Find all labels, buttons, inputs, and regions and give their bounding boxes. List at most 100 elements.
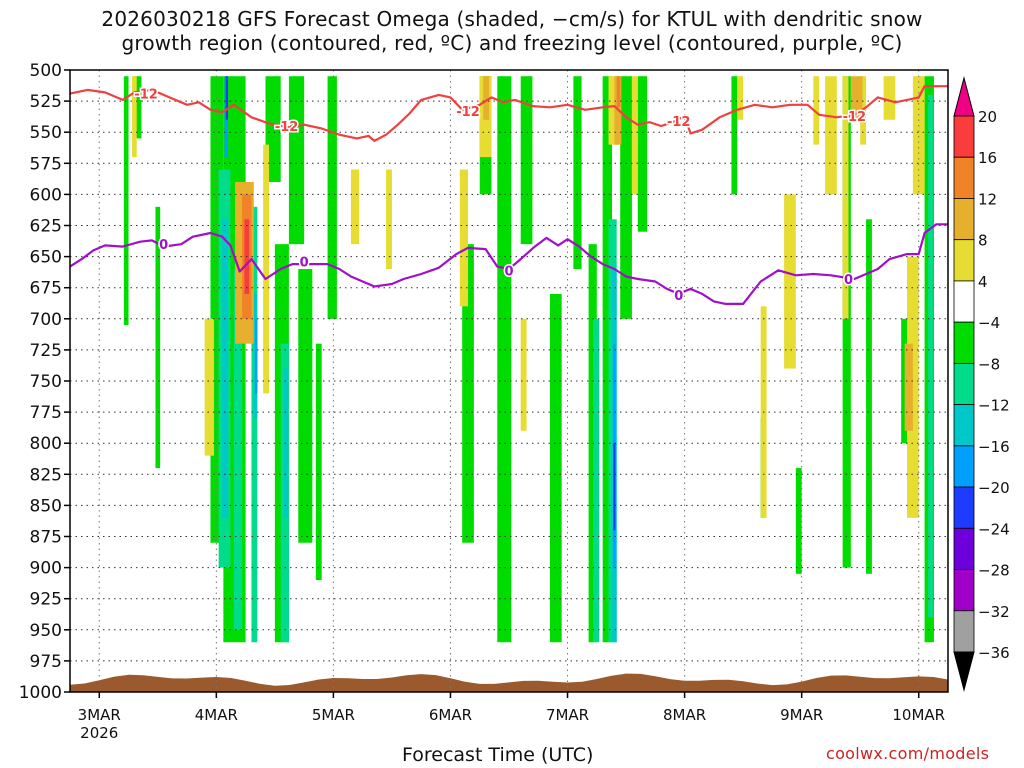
contour-label: 0 <box>674 289 683 304</box>
colorbar-label: −4 <box>978 314 1000 332</box>
colorbar-swatch <box>953 239 975 282</box>
x-axis-label: Forecast Time (UTC) <box>402 744 594 766</box>
colorbar-label: −16 <box>978 438 1010 456</box>
omega-region <box>795 468 802 574</box>
omega-region <box>132 76 137 158</box>
omega-region <box>254 318 258 394</box>
omega-region <box>265 76 281 182</box>
omega-region <box>222 219 229 518</box>
omega-region <box>288 76 305 245</box>
omega-region <box>204 318 214 456</box>
omega-shading <box>123 76 934 643</box>
omega-region <box>549 293 562 643</box>
omega-region <box>731 76 738 195</box>
colorbar-swatch <box>953 280 975 323</box>
omega-region <box>298 269 313 543</box>
omega-region <box>520 318 527 431</box>
omega-region <box>912 76 925 195</box>
colorbar-swatch <box>953 321 975 364</box>
omega-region <box>813 76 820 145</box>
omega-region <box>616 76 621 108</box>
colorbar-swatch <box>953 156 975 199</box>
omega-region <box>520 76 533 245</box>
contour-label: 0 <box>844 273 853 288</box>
contour-label: -12 <box>456 105 480 120</box>
omega-region <box>620 76 632 319</box>
omega-region <box>263 144 270 394</box>
colorbar-label: 4 <box>978 273 988 291</box>
contour-label: -12 <box>667 115 691 130</box>
contours: -12 -12 -12 -12 -12 0 0 0 0 0 <box>69 85 948 306</box>
colorbar-swatch <box>953 198 975 241</box>
y-tick-label: 950 <box>30 621 62 641</box>
terrain-band <box>70 673 948 692</box>
omega-region <box>842 76 849 319</box>
omega-region <box>462 244 474 543</box>
contour-label: -12 <box>134 88 158 103</box>
omega-region <box>386 169 392 270</box>
gridlines <box>70 70 948 692</box>
omega-region <box>637 76 648 232</box>
y-tick-label: 600 <box>30 185 62 205</box>
x-tick-sublabel: 2026 <box>80 724 118 742</box>
colorbar-top-arrow <box>953 76 975 117</box>
y-tick-label: 525 <box>30 92 62 112</box>
colorbar-swatch <box>953 527 975 570</box>
terrain-fill <box>70 673 948 692</box>
x-tick-label: 8MAR <box>663 706 706 724</box>
contour-label: -12 <box>275 120 299 135</box>
omega-region <box>593 318 600 643</box>
y-tick-label: 700 <box>30 310 62 330</box>
y-tick-label: 725 <box>30 341 62 361</box>
omega-region <box>350 169 360 245</box>
colorbar-swatch <box>953 569 975 612</box>
x-tick-label: 10MAR <box>892 706 945 724</box>
contour-line--12 <box>69 85 948 142</box>
omega-region <box>928 94 933 618</box>
colorbar-label: 8 <box>978 232 988 250</box>
colorbar-label: −24 <box>978 520 1010 538</box>
y-tick-label: 850 <box>30 496 62 516</box>
omega-region <box>602 76 613 643</box>
omega-region <box>233 269 243 630</box>
x-tick-label: 3MAR <box>78 706 121 724</box>
y-tick-label: 500 <box>30 61 62 81</box>
omega-region <box>842 76 851 568</box>
contour-label: -12 <box>843 110 867 125</box>
x-tick-label: 9MAR <box>780 706 823 724</box>
omega-region <box>315 343 322 581</box>
omega-region <box>631 76 638 195</box>
omega-region <box>784 194 796 369</box>
omega-region <box>459 169 469 307</box>
contour-line-0 <box>69 223 948 305</box>
chart-title-line-1: 2026030218 GFS Forecast Omega (shaded, −… <box>101 7 923 31</box>
omega-region <box>737 76 744 120</box>
omega-region <box>123 76 129 326</box>
y-tick-label: 900 <box>30 559 62 579</box>
colorbar: 20 16 12 8 4 −4 −8 −12 −16 −20 −24 −28 −32 −36 <box>953 76 1010 692</box>
omega-region <box>573 76 582 270</box>
colorbar-swatch <box>953 115 975 158</box>
omega-region <box>497 76 512 643</box>
omega-region <box>825 76 837 195</box>
omega-region <box>883 76 896 120</box>
colorbar-swatch <box>953 445 975 488</box>
contour-label: 0 <box>504 264 513 279</box>
x-tick-label: 6MAR <box>429 706 472 724</box>
y-tick-label: 775 <box>30 403 62 423</box>
x-tick-label: 4MAR <box>195 706 238 724</box>
contour-label: 0 <box>300 256 309 271</box>
omega-region <box>901 318 908 444</box>
omega-region <box>134 76 142 139</box>
y-axis: 500 525 550 575 600 625 650 675 700 725 750 775 800 8… <box>19 61 70 703</box>
colorbar-label: 20 <box>978 108 997 126</box>
colorbar-label: −8 <box>978 355 1000 373</box>
omega-region <box>613 443 616 531</box>
colorbar-swatch <box>953 404 975 447</box>
colorbar-label: −28 <box>978 562 1010 580</box>
omega-region <box>155 206 161 469</box>
omega-region <box>904 343 913 431</box>
y-tick-label: 925 <box>30 590 62 610</box>
